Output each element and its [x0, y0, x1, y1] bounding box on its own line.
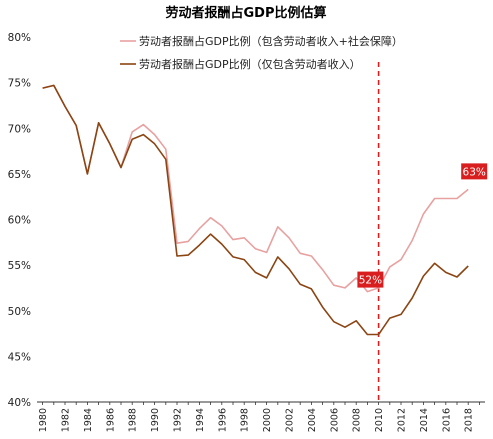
legend: 劳动者报酬占GDP比例（包含劳动者收入+社会保障） 劳动者报酬占GDP比例（仅包… [120, 34, 403, 71]
legend-label-2: 劳动者报酬占GDP比例（仅包含劳动者收入） [139, 57, 361, 71]
x-tick-label: 2010 [374, 408, 385, 432]
x-tick-label: 2006 [329, 408, 340, 432]
x-tick-label: 1992 [173, 408, 184, 432]
legend-label-1: 劳动者报酬占GDP比例（包含劳动者收入+社会保障） [139, 34, 403, 48]
x-tick-label: 1994 [195, 408, 206, 432]
x-tick-label: 1998 [240, 408, 251, 432]
annotation-badge [461, 163, 488, 180]
series-line-2 [42, 84, 469, 336]
x-tick-label: 2000 [262, 408, 273, 432]
y-tick-label: 75% [8, 78, 31, 90]
series-group [42, 84, 469, 336]
annotations: 52% 63% [357, 163, 488, 288]
x-tick-label: 1996 [217, 408, 228, 432]
x-tick-label: 2012 [397, 408, 408, 432]
series-line-1 [42, 84, 469, 293]
y-tick-label: 40% [8, 397, 31, 409]
x-tick-label: 2008 [352, 408, 363, 432]
x-tick-label: 2014 [419, 408, 430, 432]
annotation-badge [357, 271, 384, 288]
x-tick-label: 1986 [105, 408, 116, 432]
x-tick-label: 1982 [61, 408, 72, 432]
y-tick-label: 50% [8, 306, 31, 318]
x-tick-label: 1980 [38, 408, 49, 432]
x-tick-label: 1984 [83, 408, 94, 432]
annotation-label: 63% [463, 166, 486, 178]
y-tick-label: 65% [8, 169, 31, 181]
annotation-label: 52% [359, 275, 382, 287]
x-tick-label: 2016 [441, 408, 452, 432]
x-axis-ticks: 1980 1982 1984 1986 1988 1990 1992 1994 1996 1998… [37, 401, 485, 432]
y-tick-label: 80% [8, 32, 31, 44]
x-tick-label: 1990 [150, 408, 161, 432]
y-axis-ticks: 80% 75% 70% 65% 60% 55% 50% 45% 40% [8, 32, 31, 409]
x-tick-label: 1988 [128, 408, 139, 432]
y-tick-label: 70% [8, 123, 31, 135]
chart-title: 劳动者报酬占GDP比例估算 [166, 5, 327, 21]
y-tick-label: 55% [8, 260, 31, 272]
x-tick-label: 2002 [285, 408, 296, 432]
y-tick-label: 60% [8, 215, 31, 227]
y-tick-label: 45% [8, 351, 31, 363]
x-tick-label: 2004 [307, 408, 318, 432]
x-tick-label: 2018 [464, 408, 475, 432]
